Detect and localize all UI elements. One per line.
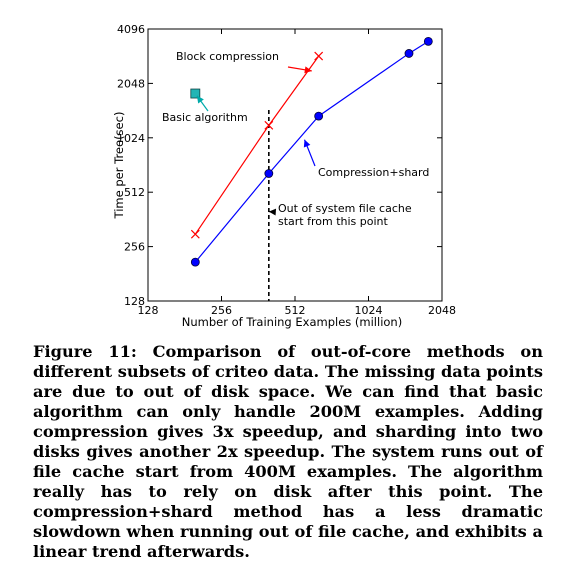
- series-line-1: [195, 41, 428, 262]
- y-tick-label: 128: [124, 295, 145, 308]
- data-point-circle: [405, 49, 413, 57]
- annotation-line: Block compression: [176, 50, 279, 63]
- caption-label: Figure 11:: [33, 342, 137, 361]
- annotation-line: Compression+shard: [318, 166, 429, 179]
- figure-caption: Figure 11: Comparison of out-of-core met…: [33, 342, 543, 562]
- chart: 128 256 512 1024 2048128256512102420484096Nu…: [0, 0, 574, 340]
- data-point-x: [315, 52, 323, 60]
- annotation-label-2: Compression+shard: [318, 166, 429, 179]
- y-tick-label: 512: [124, 186, 145, 199]
- x-tick-label: 2048: [428, 304, 456, 317]
- y-tick-label: 256: [124, 241, 145, 254]
- data-point-x: [265, 121, 273, 129]
- annotation-layer: Block compression Basic algorithm Compress…: [162, 50, 429, 228]
- annotation-line: Out of system file cache: [278, 202, 412, 215]
- x-axis-label: Number of Training Examples (million): [182, 315, 402, 329]
- y-axis-label: Time per Tree(sec): [112, 112, 126, 220]
- data-point-circle: [315, 112, 323, 120]
- caption-text: Comparison of out-of-core methods on dif…: [33, 342, 543, 561]
- annotation-arrowhead-1: [197, 96, 204, 104]
- y-tick-label: 2048: [117, 77, 145, 90]
- annotation-label-0: Block compression: [176, 50, 279, 63]
- annotation-label-3: Out of system file cache start from this …: [278, 202, 412, 228]
- annotation-arrowhead-3: [269, 209, 276, 216]
- data-point-circle: [265, 169, 273, 177]
- data-point-circle: [191, 258, 199, 266]
- annotation-line: Basic algorithm: [162, 111, 248, 124]
- annotation-label-1: Basic algorithm: [162, 111, 248, 124]
- y-tick-label: 4096: [117, 23, 145, 36]
- data-point-x: [191, 230, 199, 238]
- annotation-line: start from this point: [278, 215, 389, 228]
- data-point-circle: [424, 37, 432, 45]
